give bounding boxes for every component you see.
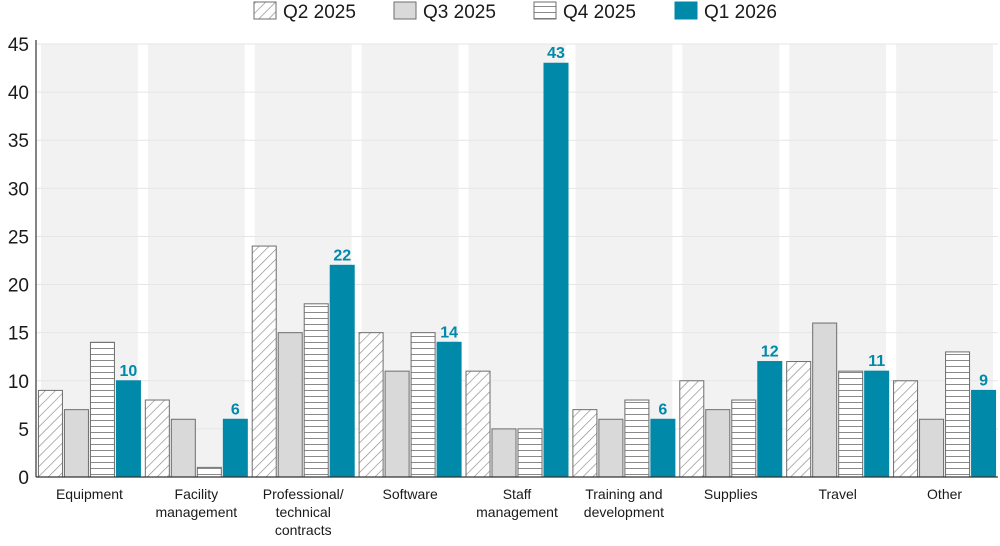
bar-q3-2025 bbox=[919, 418, 945, 478]
data-label: 22 bbox=[333, 247, 351, 264]
bar-q4-2025 bbox=[945, 351, 971, 478]
bar-q3-2025 bbox=[705, 409, 731, 478]
legend-swatch bbox=[393, 1, 417, 20]
y-tick-label: 10 bbox=[8, 372, 29, 393]
bar-q4-2025 bbox=[410, 332, 436, 478]
x-category-label: Other bbox=[927, 486, 962, 502]
bar-q3-2025 bbox=[384, 370, 410, 478]
x-category-label: Supplies bbox=[704, 486, 758, 502]
data-label: 11 bbox=[868, 353, 885, 370]
bar-q2-2025 bbox=[679, 380, 705, 478]
axes bbox=[35, 40, 998, 478]
bar-q4-2025 bbox=[517, 428, 543, 478]
bar-q2-2025 bbox=[465, 370, 491, 478]
x-category-labels: Equipment Facility management Professional/… bbox=[56, 486, 962, 538]
bar-q1-2026 bbox=[436, 341, 462, 478]
bar-q1-2026 bbox=[757, 361, 783, 478]
y-tick-label: 20 bbox=[8, 276, 29, 297]
x-category-label: Training and development bbox=[584, 486, 664, 520]
x-category-label: Software bbox=[382, 486, 437, 502]
y-tick-label: 30 bbox=[8, 179, 29, 200]
x-category-label: Staff management bbox=[476, 486, 558, 520]
data-label: 10 bbox=[120, 363, 138, 380]
data-label: 14 bbox=[440, 324, 458, 341]
bar-q1-2026 bbox=[222, 418, 248, 478]
data-labels: 10 6 22 14 43 6 12 11 9 bbox=[120, 45, 989, 418]
bar-q1-2026 bbox=[329, 264, 355, 478]
bar-q2-2025 bbox=[572, 409, 598, 478]
gridlines bbox=[36, 43, 998, 430]
bars bbox=[37, 62, 997, 478]
bar-q4-2025 bbox=[303, 303, 329, 478]
legend-label: Q2 2025 bbox=[283, 2, 356, 23]
y-tick-label: 15 bbox=[8, 324, 29, 345]
legend-label: Q4 2025 bbox=[563, 2, 636, 23]
bar-q2-2025 bbox=[251, 245, 277, 478]
bar-q3-2025 bbox=[491, 428, 517, 478]
x-category-label: Professional/technical contracts bbox=[263, 486, 344, 538]
bar-q3-2025 bbox=[63, 409, 89, 478]
x-category-label: Facility management bbox=[155, 486, 237, 520]
bar-q1-2026 bbox=[543, 62, 569, 478]
y-tick-label: 25 bbox=[8, 227, 29, 248]
legend-label: Q3 2025 bbox=[423, 2, 496, 23]
data-label: 12 bbox=[761, 344, 779, 361]
bar-q3-2025 bbox=[598, 418, 624, 478]
bar-q4-2025 bbox=[89, 341, 115, 478]
bar-q1-2026 bbox=[971, 389, 997, 478]
bar-q4-2025 bbox=[838, 370, 864, 478]
legend-swatch bbox=[533, 1, 557, 20]
bar-q4-2025 bbox=[624, 399, 650, 478]
y-tick-labels: 0 5 10 15 20 25 30 35 40 45 bbox=[8, 35, 29, 489]
y-tick-label: 35 bbox=[8, 131, 29, 152]
x-category-label: Equipment bbox=[56, 486, 123, 502]
bar-q4-2025 bbox=[196, 466, 222, 478]
x-category-label: Travel bbox=[818, 486, 856, 502]
y-tick-label: 40 bbox=[8, 83, 29, 104]
bar-q3-2025 bbox=[812, 322, 838, 478]
legend-label: Q1 2026 bbox=[704, 2, 777, 23]
data-label: 43 bbox=[547, 45, 565, 62]
data-label: 6 bbox=[231, 401, 240, 418]
bar-q1-2026 bbox=[115, 380, 141, 478]
y-tick-label: 5 bbox=[18, 420, 29, 441]
legend: Q2 2025 Q3 2025 Q4 2025 Q1 2026 bbox=[253, 1, 777, 23]
legend-swatch bbox=[253, 1, 277, 20]
category-band bbox=[575, 44, 673, 477]
bar-q3-2025 bbox=[277, 332, 303, 478]
bar-q2-2025 bbox=[144, 399, 170, 478]
bar-q2-2025 bbox=[37, 389, 63, 478]
bar-q2-2025 bbox=[893, 380, 919, 478]
y-tick-label: 0 bbox=[18, 468, 29, 489]
bar-q2-2025 bbox=[786, 361, 812, 478]
y-tick-label: 45 bbox=[8, 35, 29, 56]
bar-q3-2025 bbox=[170, 418, 196, 478]
data-label: 9 bbox=[979, 372, 988, 389]
bar-q1-2026 bbox=[864, 370, 890, 478]
bar-q2-2025 bbox=[358, 332, 384, 478]
data-label: 6 bbox=[658, 401, 667, 418]
bar-q4-2025 bbox=[731, 399, 757, 478]
bar-q1-2026 bbox=[650, 418, 676, 478]
legend-swatch bbox=[674, 1, 698, 20]
